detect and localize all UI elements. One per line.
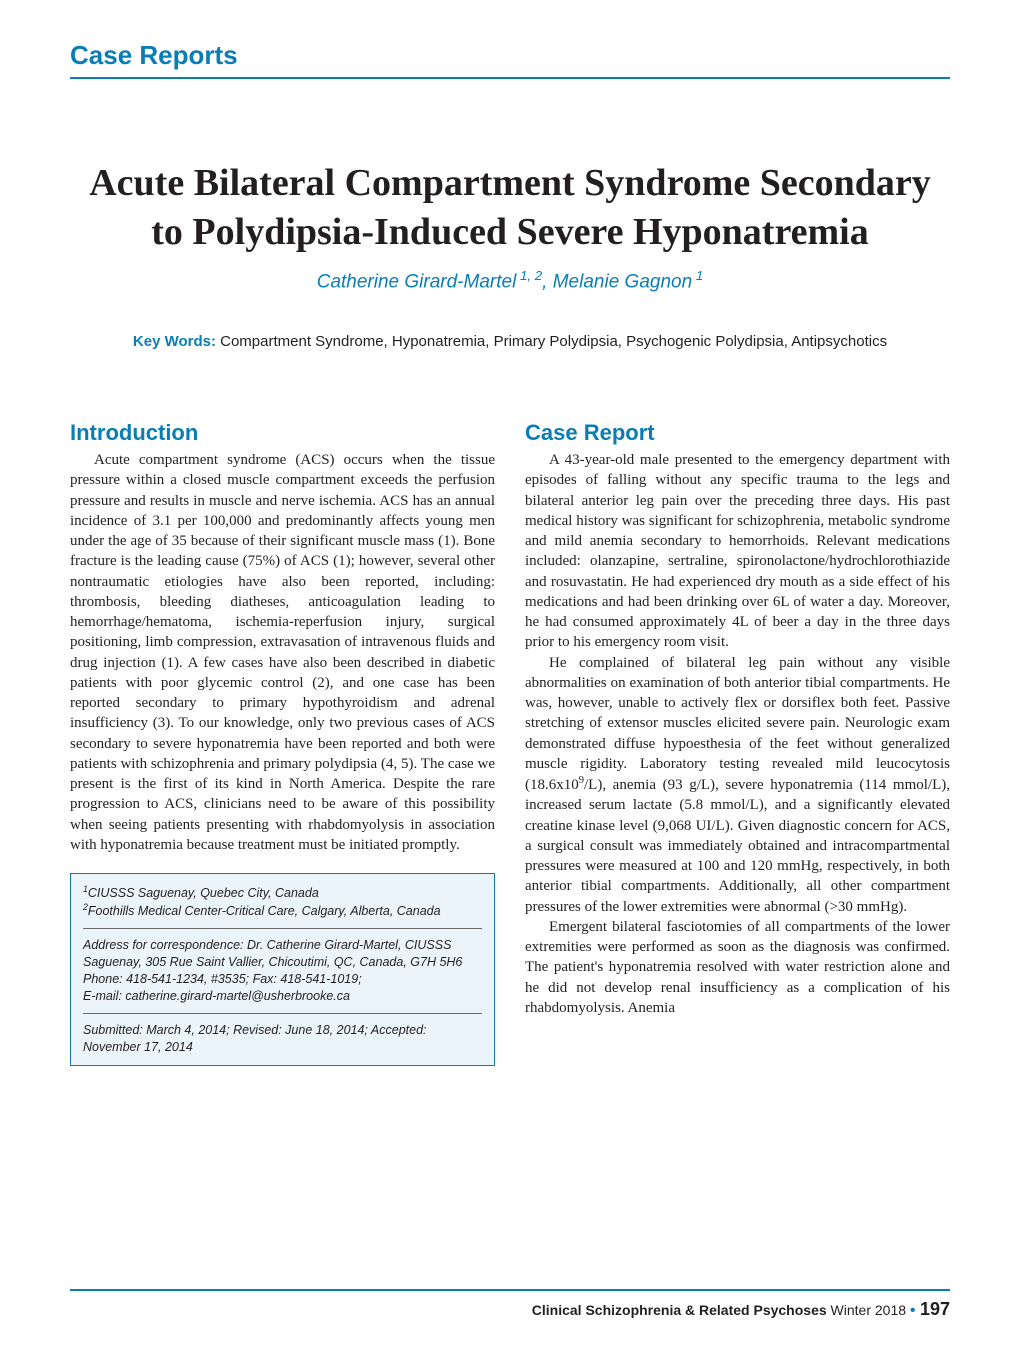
info-box-divider: [83, 928, 482, 929]
introduction-paragraph: Acute compartment syndrome (ACS) occurs …: [70, 450, 495, 855]
page-footer: Clinical Schizophrenia & Related Psychos…: [70, 1289, 950, 1320]
article-title: Acute Bilateral Compartment Syndrome Sec…: [70, 159, 950, 258]
columns-container: Introduction Acute compartment syndrome …: [70, 420, 950, 1066]
case-report-p3: Emergent bilateral fasciotomies of all c…: [525, 917, 950, 1018]
author-info-box: 1CIUSSS Saguenay, Quebec City, Canada 2F…: [70, 873, 495, 1066]
right-column: Case Report A 43-year-old male presented…: [525, 420, 950, 1066]
correspondence-email: E-mail: catherine.girard-martel@usherbro…: [83, 988, 482, 1005]
submission-dates: Submitted: March 4, 2014; Revised: June …: [83, 1022, 482, 1056]
info-box-divider: [83, 1013, 482, 1014]
case-report-p1: A 43-year-old male presented to the emer…: [525, 450, 950, 653]
authors-line: Catherine Girard-Martel 1, 2, Melanie Ga…: [70, 268, 950, 293]
case-report-heading: Case Report: [525, 420, 950, 446]
left-column: Introduction Acute compartment syndrome …: [70, 420, 495, 1066]
keywords-label: Key Words:: [133, 333, 216, 350]
section-label: Case Reports: [70, 40, 238, 70]
bullet-icon: •: [910, 1302, 920, 1319]
footer-issue: Winter 2018: [827, 1302, 906, 1318]
keywords-text: Compartment Syndrome, Hyponatremia, Prim…: [216, 333, 887, 350]
header-section: Case Reports: [70, 40, 950, 79]
affiliation-2: 2Foothills Medical Center-Critical Care,…: [83, 902, 482, 920]
footer-page-number: 197: [920, 1299, 950, 1319]
correspondence-address: Address for correspondence: Dr. Catherin…: [83, 937, 482, 988]
footer-journal: Clinical Schizophrenia & Related Psychos…: [532, 1302, 827, 1318]
affiliation-1: 1CIUSSS Saguenay, Quebec City, Canada: [83, 884, 482, 902]
keywords-line: Key Words: Compartment Syndrome, Hyponat…: [70, 333, 950, 350]
introduction-heading: Introduction: [70, 420, 495, 446]
case-report-p2: He complained of bilateral leg pain with…: [525, 653, 950, 917]
